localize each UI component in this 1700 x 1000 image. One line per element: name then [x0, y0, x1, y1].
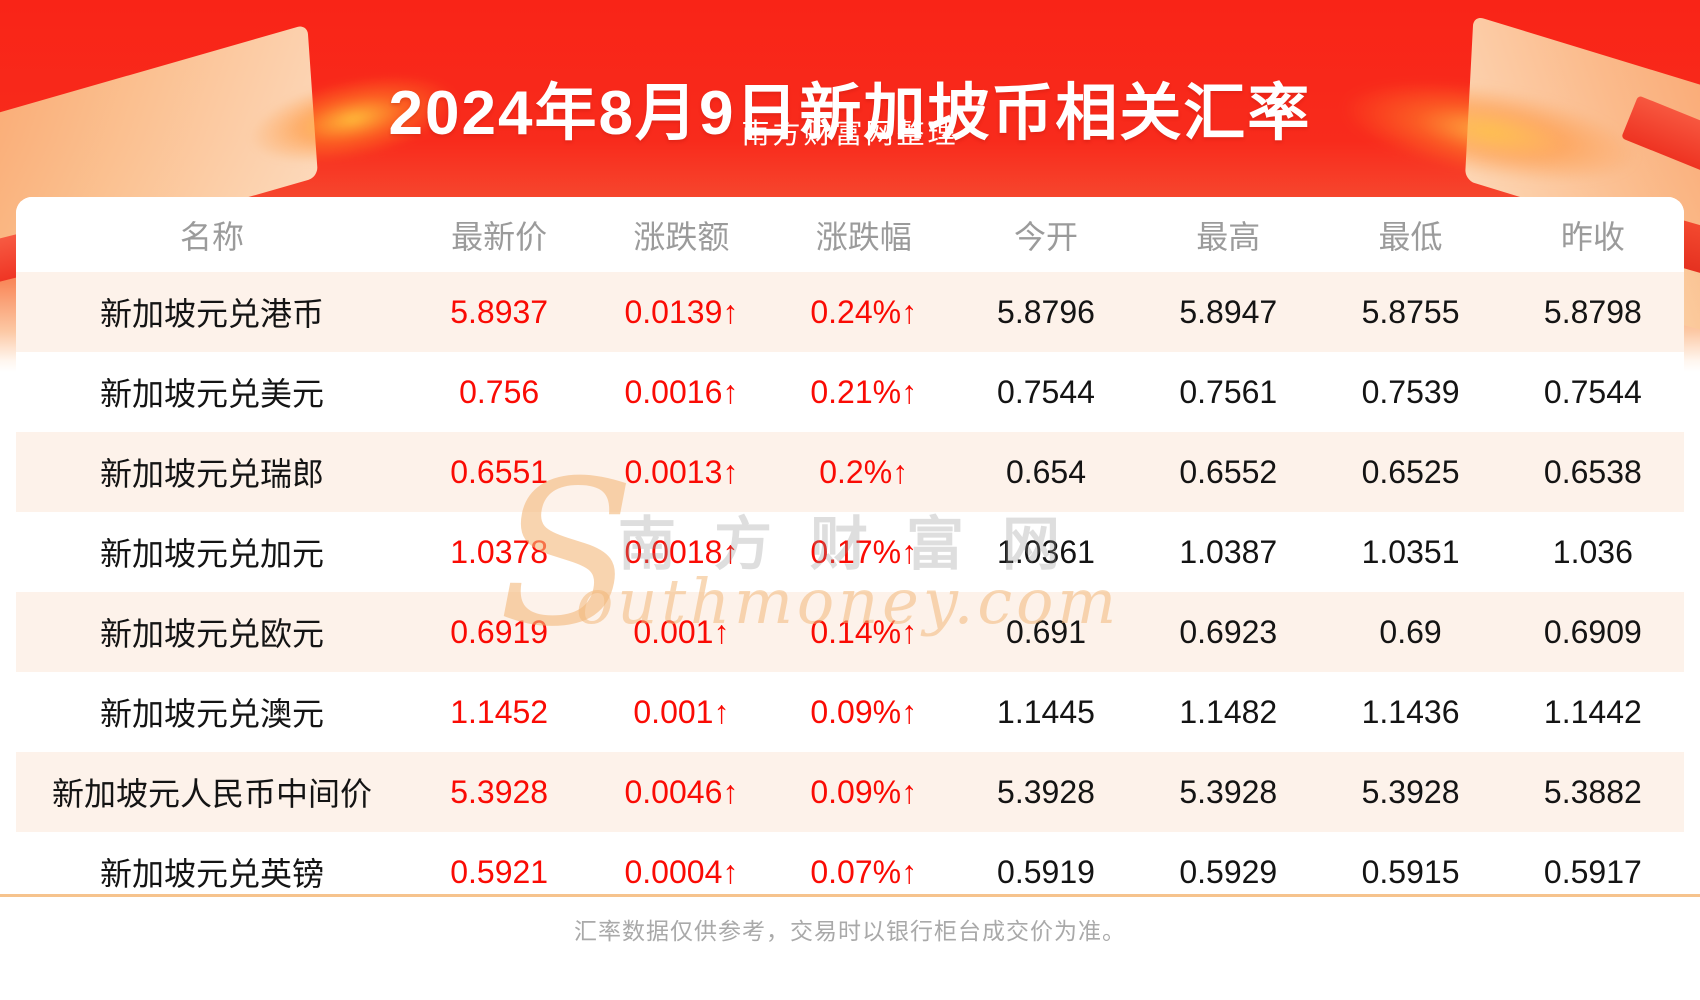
cell-prev_close: 1.1442 [1543, 693, 1642, 730]
table-header-row: 名称 最新价 涨跌额 涨跌幅 今开 最高 最低 昨收 [16, 197, 1684, 272]
cell-low: 1.0351 [1361, 533, 1460, 570]
cell-open: 0.654 [954, 432, 1138, 512]
cell-low: 5.3928 [1319, 752, 1502, 832]
page-subtitle: 南方财富网整理 [741, 118, 959, 149]
cell-open: 0.7544 [997, 373, 1095, 410]
cell-last: 1.1452 [450, 693, 549, 730]
cell-change: 0.0018↑ [624, 533, 739, 570]
table-row: 新加坡元兑加元 1.0378 0.0018↑ 0.17%↑ 1.0361 1.0387 1.… [16, 512, 1684, 592]
rates-table-card: 名称 最新价 涨跌额 涨跌幅 今开 最高 最低 昨收 新加坡元兑港币 5.8937 0.0139↑… [16, 197, 1684, 912]
table-row: 新加坡元兑港币 5.8937 0.0139↑ 0.24%↑ 5.8796 5.8947 5.… [16, 272, 1684, 352]
cell-change: 0.0046↑ [590, 752, 773, 832]
cell-last: 0.6919 [408, 592, 591, 672]
column-header: 最低 [1319, 197, 1502, 272]
cell-prev_close: 5.3882 [1501, 752, 1684, 832]
cell-low: 0.6525 [1319, 432, 1502, 512]
cell-high: 0.6923 [1137, 592, 1320, 672]
rates-table: 名称 最新价 涨跌额 涨跌幅 今开 最高 最低 昨收 新加坡元兑港币 5.8937 0.0139↑… [16, 197, 1684, 912]
currency-pair-name: 新加坡元兑瑞郎 [16, 432, 408, 512]
cell-change_pct: 0.09%↑ [772, 752, 955, 832]
cell-high: 0.7561 [1179, 373, 1278, 410]
currency-pair-name: 新加坡元兑英镑 [99, 856, 324, 892]
cell-high: 0.6552 [1137, 432, 1320, 512]
cell-low: 1.1436 [1361, 693, 1460, 730]
currency-pair-name: 新加坡元兑欧元 [16, 592, 408, 672]
column-header: 最高 [1137, 197, 1320, 272]
cell-change: 0.0013↑ [590, 432, 773, 512]
footer-note: 汇率数据仅供参考，交易时以银行柜台成交价为准。 [574, 918, 1126, 944]
cell-high: 5.8947 [1137, 272, 1320, 352]
column-header: 昨收 [1501, 197, 1684, 272]
cell-change: 0.0004↑ [624, 853, 739, 890]
cell-last: 0.5921 [450, 853, 549, 890]
cell-prev_close: 5.8798 [1501, 272, 1684, 352]
cell-last: 0.6551 [408, 432, 591, 512]
table-row: 新加坡元人民币中间价 5.3928 0.0046↑ 0.09%↑ 5.3928 5.392… [16, 752, 1684, 832]
cell-prev_close: 0.6538 [1501, 432, 1684, 512]
currency-pair-name: 新加坡元兑美元 [99, 376, 324, 412]
page-title: 2024年8月9日新加坡币相关汇率 [388, 78, 1312, 148]
cell-high: 1.1482 [1179, 693, 1278, 730]
column-header: 涨跌幅 [772, 197, 955, 272]
cell-last: 1.0378 [450, 533, 549, 570]
cell-change: 0.001↑ [633, 693, 730, 730]
column-header: 今开 [954, 197, 1138, 272]
cell-change: 0.001↑ [590, 592, 773, 672]
cell-change: 0.0016↑ [624, 373, 739, 410]
cell-change_pct: 0.21%↑ [810, 373, 918, 410]
cell-open: 0.691 [954, 592, 1138, 672]
cell-change_pct: 0.24%↑ [772, 272, 955, 352]
cell-change_pct: 0.07%↑ [810, 853, 918, 890]
currency-pair-name: 新加坡元兑港币 [16, 272, 408, 352]
cell-change: 0.0139↑ [590, 272, 773, 352]
cell-low: 0.69 [1319, 592, 1502, 672]
cell-high: 1.0387 [1179, 533, 1278, 570]
cell-change_pct: 0.2%↑ [772, 432, 955, 512]
cell-low: 0.5915 [1361, 853, 1460, 890]
cell-low: 5.8755 [1319, 272, 1502, 352]
cell-prev_close: 0.7544 [1543, 373, 1642, 410]
cell-open: 5.3928 [954, 752, 1138, 832]
cell-change_pct: 0.14%↑ [772, 592, 955, 672]
cell-high: 5.3928 [1137, 752, 1320, 832]
currency-pair-name: 新加坡元兑澳元 [99, 696, 324, 732]
table-row: 新加坡元兑澳元 1.1452 0.001↑ 0.09%↑ 1.1445 1.1482 1.1… [16, 672, 1684, 752]
cell-last: 0.756 [459, 373, 540, 410]
cell-last: 5.3928 [408, 752, 591, 832]
table-row: 新加坡元兑美元 0.756 0.0016↑ 0.21%↑ 0.7544 0.7561 0.7… [16, 352, 1684, 432]
cell-last: 5.8937 [408, 272, 591, 352]
column-header: 涨跌额 [590, 197, 773, 272]
cell-low: 0.7539 [1361, 373, 1460, 410]
cell-change_pct: 0.17%↑ [810, 533, 918, 570]
table-row: 新加坡元兑英镑 0.5921 0.0004↑ 0.07%↑ 0.5919 0.5929 0.… [16, 832, 1684, 912]
cell-open: 0.5919 [997, 853, 1095, 890]
cell-open: 5.8796 [954, 272, 1138, 352]
cell-prev_close: 1.036 [1552, 533, 1633, 570]
cell-change_pct: 0.09%↑ [810, 693, 918, 730]
currency-pair-name: 新加坡元兑加元 [99, 536, 324, 572]
cell-open: 1.1445 [997, 693, 1095, 730]
cell-high: 0.5929 [1179, 853, 1278, 890]
cell-open: 1.0361 [997, 533, 1095, 570]
currency-pair-name: 新加坡元人民币中间价 [16, 752, 408, 832]
column-header: 名称 [16, 197, 408, 272]
cell-prev_close: 0.5917 [1543, 853, 1642, 890]
table-row: 新加坡元兑瑞郎 0.6551 0.0013↑ 0.2%↑ 0.654 0.6552 0.65… [16, 432, 1684, 512]
table-row: 新加坡元兑欧元 0.6919 0.001↑ 0.14%↑ 0.691 0.6923 0.69… [16, 592, 1684, 672]
cell-prev_close: 0.6909 [1501, 592, 1684, 672]
footer-divider [0, 894, 1700, 897]
column-header: 最新价 [408, 197, 591, 272]
